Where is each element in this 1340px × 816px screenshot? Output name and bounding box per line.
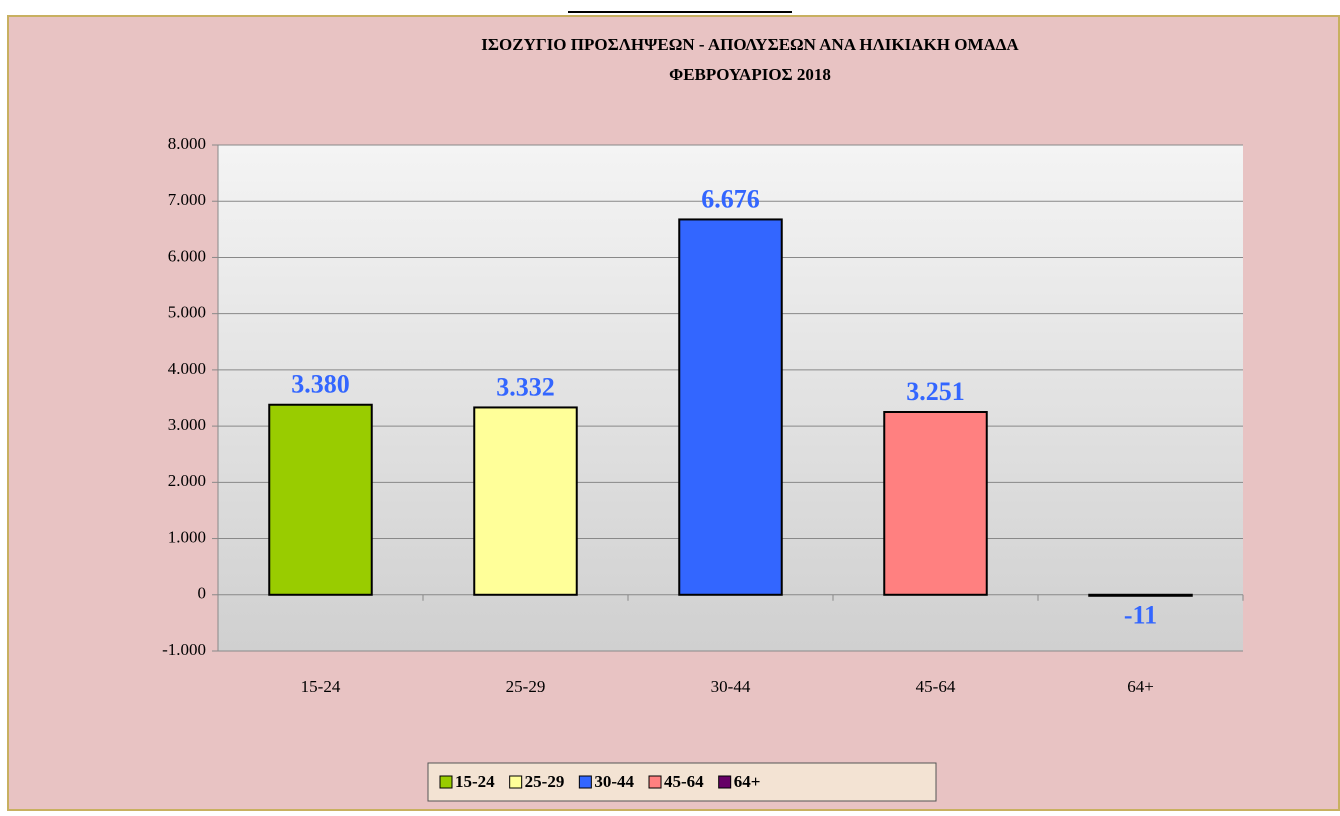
data-label: 6.676 [701, 184, 760, 213]
data-label: -11 [1124, 601, 1157, 630]
legend-label: 25-29 [525, 772, 565, 791]
bar [883, 410, 988, 596]
legend-label: 64+ [734, 772, 761, 791]
legend-swatch [578, 775, 592, 789]
y-tick-label: 3.000 [168, 415, 206, 434]
legend-label: 45-64 [664, 772, 704, 791]
legend-label: 15-24 [455, 772, 495, 791]
y-tick-label: 4.000 [168, 359, 206, 378]
data-label: 3.251 [906, 377, 965, 406]
y-tick-label: 2.000 [168, 471, 206, 490]
y-tick-label: 0 [198, 584, 207, 603]
y-tick-label: 6.000 [168, 246, 206, 265]
chart-title: ΙΣΟΖΥΓΙΟ ΠΡΟΣΛΗΨΕΩΝ - ΑΠΟΛΥΣΕΩΝ ΑΝΑ ΗΛΙΚ… [481, 35, 1019, 54]
bar [473, 406, 578, 596]
y-tick-label: -1.000 [162, 640, 206, 659]
y-tick-label: 7.000 [168, 190, 206, 209]
data-label: 3.380 [291, 370, 350, 399]
chart-subtitle: ΦΕΒΡΟΥΑΡΙΟΣ 2018 [669, 65, 831, 84]
y-tick-label: 5.000 [168, 303, 206, 322]
y-tick-label: 8.000 [168, 134, 206, 153]
x-tick-label: 25-29 [506, 677, 546, 696]
bar [268, 403, 373, 596]
legend-swatch [648, 775, 662, 789]
legend-label: 30-44 [594, 772, 634, 791]
data-label: 3.332 [496, 372, 555, 401]
legend-swatch [439, 775, 453, 789]
x-tick-label: 64+ [1127, 677, 1154, 696]
y-tick-label: 1.000 [168, 527, 206, 546]
bar [678, 218, 783, 596]
x-tick-label: 30-44 [711, 677, 751, 696]
x-tick-label: 45-64 [916, 677, 956, 696]
legend-swatch [718, 775, 732, 789]
x-tick-label: 15-24 [301, 677, 341, 696]
bar [1088, 593, 1193, 597]
legend-swatch [509, 775, 523, 789]
